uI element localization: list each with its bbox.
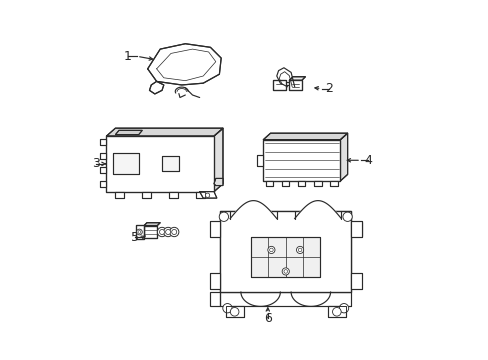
Polygon shape	[106, 136, 214, 192]
Circle shape	[342, 212, 351, 221]
Polygon shape	[100, 167, 106, 173]
Polygon shape	[115, 192, 124, 198]
Circle shape	[282, 268, 289, 275]
Circle shape	[171, 229, 176, 234]
Polygon shape	[282, 181, 289, 186]
Polygon shape	[263, 140, 340, 181]
Polygon shape	[196, 192, 204, 198]
Circle shape	[136, 229, 142, 235]
Polygon shape	[256, 155, 263, 166]
Circle shape	[284, 270, 287, 273]
Circle shape	[163, 227, 172, 237]
Polygon shape	[214, 128, 223, 192]
Text: 3: 3	[92, 157, 100, 170]
Polygon shape	[209, 273, 220, 289]
Polygon shape	[289, 77, 305, 80]
Circle shape	[219, 212, 228, 221]
Polygon shape	[265, 181, 273, 186]
Polygon shape	[298, 181, 305, 186]
Circle shape	[157, 227, 166, 237]
Polygon shape	[106, 128, 223, 136]
Text: 6: 6	[264, 311, 271, 325]
Polygon shape	[113, 153, 139, 174]
Text: 5: 5	[131, 231, 139, 244]
Polygon shape	[263, 133, 347, 140]
Polygon shape	[142, 192, 151, 198]
Polygon shape	[100, 153, 106, 159]
Polygon shape	[294, 201, 341, 219]
Polygon shape	[350, 273, 361, 289]
Circle shape	[230, 307, 239, 316]
Polygon shape	[209, 211, 361, 306]
Polygon shape	[314, 181, 321, 186]
Circle shape	[165, 229, 170, 234]
Polygon shape	[144, 223, 160, 226]
Polygon shape	[100, 139, 106, 145]
Circle shape	[205, 193, 209, 197]
Polygon shape	[214, 179, 223, 185]
Circle shape	[269, 248, 273, 252]
Polygon shape	[199, 192, 217, 198]
Polygon shape	[251, 237, 320, 277]
Polygon shape	[147, 44, 221, 85]
Circle shape	[138, 230, 141, 233]
Circle shape	[298, 248, 301, 252]
Polygon shape	[330, 181, 337, 186]
Circle shape	[332, 307, 341, 316]
Polygon shape	[169, 192, 178, 198]
Polygon shape	[230, 201, 276, 219]
Text: 1: 1	[124, 50, 132, 63]
Polygon shape	[289, 80, 301, 90]
Polygon shape	[350, 221, 361, 237]
Polygon shape	[100, 181, 106, 187]
Circle shape	[223, 303, 232, 313]
Circle shape	[339, 303, 348, 313]
Polygon shape	[220, 211, 350, 292]
Polygon shape	[225, 306, 243, 317]
Polygon shape	[136, 225, 144, 239]
Polygon shape	[340, 133, 347, 181]
Polygon shape	[327, 306, 345, 317]
Polygon shape	[115, 130, 142, 135]
Circle shape	[296, 246, 303, 253]
Circle shape	[169, 227, 179, 237]
Polygon shape	[273, 80, 285, 90]
Circle shape	[159, 229, 164, 234]
Polygon shape	[149, 81, 163, 94]
Polygon shape	[144, 226, 157, 238]
Polygon shape	[209, 221, 220, 237]
Text: 2: 2	[324, 82, 332, 95]
Circle shape	[267, 246, 274, 253]
Text: 4: 4	[364, 154, 371, 167]
Polygon shape	[162, 156, 179, 171]
